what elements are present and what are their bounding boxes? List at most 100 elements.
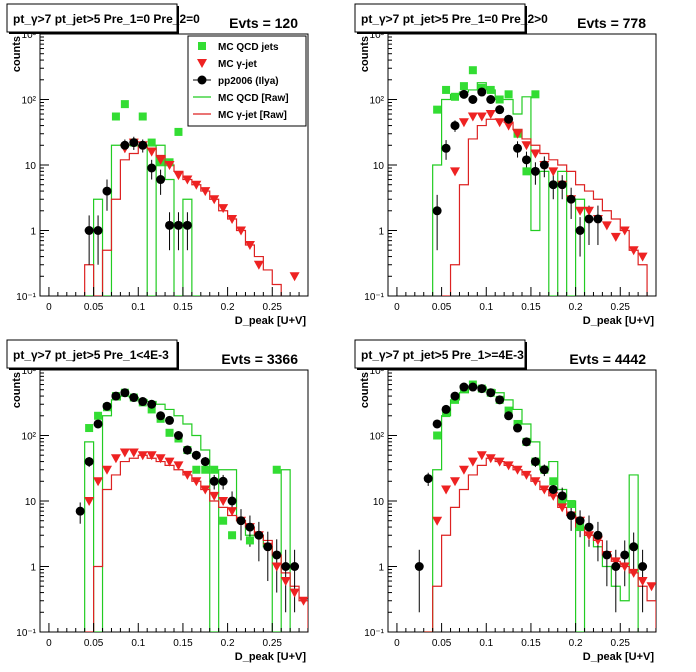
data-marker-triangle (530, 149, 541, 159)
legend-marker (197, 59, 207, 68)
x-tick-label: 0.05 (432, 302, 452, 313)
data-marker-triangle (110, 454, 121, 464)
data-marker-triangle (646, 582, 656, 592)
data-marker-square (174, 127, 183, 136)
data-marker-dot (629, 542, 639, 552)
data-marker-triangle (289, 272, 300, 282)
data-marker-triangle (610, 232, 621, 242)
data-marker-dot (521, 155, 531, 165)
y-tick-label: 10 (25, 497, 37, 508)
data-marker-triangle (200, 187, 211, 197)
data-marker-square (442, 85, 451, 94)
data-marker-dot (423, 474, 433, 484)
y-tick-label: 10⁻¹ (16, 628, 36, 639)
series-step-4 (441, 118, 648, 296)
chart-title: pt_γ>7 pt_jet>5 Pre_1=0 Pre_2=0 (13, 12, 200, 26)
data-marker-dot (414, 562, 424, 571)
x-tick-label: 0.25 (611, 638, 631, 649)
data-marker-triangle (512, 129, 523, 139)
data-marker-dot (477, 384, 487, 394)
data-layer (414, 380, 656, 632)
data-marker-dot (486, 388, 496, 398)
data-marker-triangle (637, 577, 648, 587)
data-marker-dot (530, 457, 540, 467)
data-marker-dot (513, 423, 523, 433)
data-marker-dot (432, 206, 442, 216)
data-marker-triangle (467, 112, 478, 122)
data-marker-triangle (503, 121, 514, 131)
x-tick-label: 0.2 (221, 638, 235, 649)
x-tick-label: 0.1 (479, 638, 493, 649)
data-marker-dot (111, 391, 121, 401)
data-marker-triangle (182, 470, 193, 480)
data-marker-dot (254, 530, 264, 540)
data-marker-triangle (521, 141, 532, 151)
data-marker-dot (638, 562, 648, 571)
data-marker-square (201, 465, 210, 474)
data-marker-dot (138, 397, 148, 407)
y-tick-label: 10 (373, 497, 385, 508)
data-marker-dot (521, 437, 531, 447)
data-marker-triangle (164, 161, 175, 170)
y-tick-label: 10² (22, 432, 37, 443)
data-marker-triangle (146, 147, 157, 157)
legend-label: MC γ-jet (218, 59, 258, 70)
data-marker-dot (620, 550, 630, 560)
data-marker-dot (93, 226, 103, 235)
y-tick-label: 10 (373, 161, 385, 172)
data-marker-triangle (584, 206, 594, 216)
data-marker-dot (584, 214, 594, 224)
data-marker-triangle (476, 451, 487, 461)
data-marker-dot (75, 506, 85, 516)
data-marker-triangle (584, 531, 594, 541)
data-marker-triangle (191, 180, 202, 190)
data-marker-triangle (280, 577, 291, 587)
x-axis-label: D_peak [U+V] (583, 651, 655, 663)
legend-marker (198, 42, 206, 50)
x-tick-label: 0.05 (84, 638, 104, 649)
data-marker-square (468, 66, 477, 75)
y-axis-label: counts (11, 36, 23, 72)
data-marker-dot (290, 562, 300, 571)
data-marker-dot (165, 415, 175, 425)
data-marker-dot (566, 194, 576, 204)
data-marker-square (219, 516, 228, 525)
data-marker-triangle (146, 451, 157, 461)
legend-label: pp2006 (Ilya) (218, 76, 279, 87)
events-label: Evts = 3366 (221, 351, 298, 367)
data-marker-dot (129, 138, 139, 148)
data-marker-triangle (93, 477, 104, 487)
data-marker-square (558, 497, 567, 505)
data-marker-triangle (458, 118, 469, 128)
data-marker-triangle (227, 507, 238, 517)
data-marker-dot (93, 419, 103, 429)
data-marker-dot (495, 395, 505, 405)
data-marker-dot (245, 522, 255, 532)
chart-title: pt_γ>7 pt_jet>5 Pre_1=0 Pre_2>0 (361, 12, 548, 26)
legend-box (187, 35, 307, 127)
data-marker-dot (602, 550, 612, 560)
x-tick-label: 0.1 (131, 302, 145, 313)
data-marker-triangle (209, 491, 220, 501)
x-tick-label: 0.05 (84, 302, 104, 313)
data-marker-dot (548, 484, 558, 494)
data-marker-triangle (494, 118, 505, 128)
data-marker-square (245, 536, 254, 545)
data-marker-dot (557, 491, 567, 501)
data-marker-triangle (253, 260, 264, 270)
series-step-4 (84, 454, 308, 632)
title-box (354, 3, 526, 33)
x-tick-label: 0.25 (611, 302, 631, 313)
data-marker-dot (236, 516, 246, 526)
data-marker-triangle (236, 226, 246, 236)
data-marker-dot (495, 105, 505, 115)
data-marker-dot (147, 399, 157, 409)
data-marker-triangle (182, 175, 193, 185)
data-marker-triangle (84, 497, 95, 506)
chart-pad-2: 10⁻¹ 1 10 10² 10³ 0 0.05 0.1 0.15 0.2 0.25 D_peak [… (354, 3, 657, 327)
data-marker-triangle (441, 485, 452, 495)
data-marker-dot (557, 180, 567, 190)
data-marker-triangle (244, 241, 255, 251)
data-marker-square (147, 138, 156, 147)
